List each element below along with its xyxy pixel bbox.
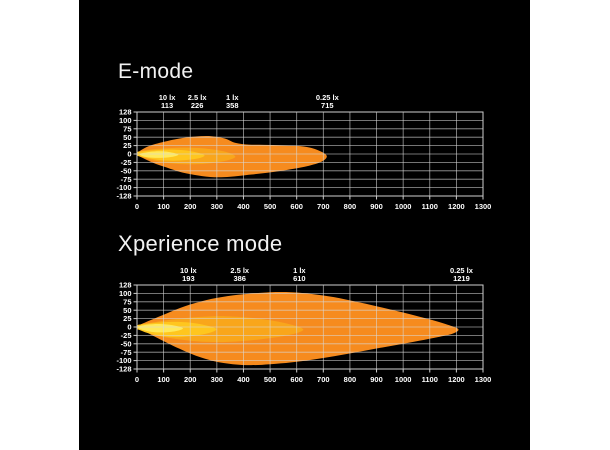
x-tick-label: 800 — [344, 202, 357, 211]
x-tick-label: 1200 — [448, 202, 465, 211]
lux-marker-10lx: 10 lx 113 — [159, 93, 177, 110]
x-tick-label: 1100 — [422, 375, 438, 384]
beam-chart-svg: 0 100 200 300 400 500 600 700 800 900 1000 1100 1200… — [116, 266, 491, 384]
y-tick-label: -50 — [121, 339, 132, 348]
x-axis-labels: 0 100 200 300 400 500 600 700 800 900 1000 1100 1200… — [135, 375, 491, 384]
x-tick-label: 300 — [211, 375, 224, 384]
x-tick-label: 900 — [370, 202, 383, 211]
x-tick-label: 700 — [317, 375, 330, 384]
lux-marker-025lx: 0.25 lx 1219 — [450, 266, 474, 283]
y-tick-label: 128 — [119, 281, 132, 290]
y-tick-label: 128 — [119, 108, 132, 117]
x-tick-label: 0 — [135, 375, 139, 384]
y-tick-label: 0 — [127, 150, 131, 159]
beam-contour-10lx — [137, 323, 183, 333]
x-tick-label: 1300 — [475, 202, 492, 211]
x-tick-label: 400 — [237, 202, 250, 211]
x-tick-label: 500 — [264, 375, 277, 384]
y-tick-label: 75 — [123, 297, 131, 306]
chart-title-xperience-mode: Xperience mode — [118, 231, 283, 256]
y-tick-label: -128 — [116, 365, 131, 374]
lux-marker-25lx: 2.5 lx 226 — [188, 93, 208, 110]
x-tick-label: 500 — [264, 202, 277, 211]
chart-title-e-mode: E-mode — [118, 60, 194, 83]
x-tick-label: 700 — [317, 202, 330, 211]
y-tick-label: -75 — [121, 175, 132, 184]
x-tick-label: 800 — [344, 375, 357, 384]
x-tick-label: 600 — [290, 375, 303, 384]
y-tick-label: 75 — [123, 124, 131, 133]
lux-marker-1lx: 1 lx 610 — [293, 266, 306, 283]
axis-ticks — [133, 284, 484, 373]
y-tick-label: -100 — [116, 356, 131, 365]
x-tick-label: 1000 — [395, 202, 412, 211]
gridlines — [136, 111, 484, 197]
y-tick-label: -25 — [121, 331, 132, 340]
axis-ticks — [133, 111, 484, 200]
beam-chart-svg: 0 100 200 300 400 500 600 700 800 900 1000 1100 1200… — [116, 93, 491, 211]
y-tick-label: 50 — [123, 133, 131, 142]
x-tick-label: 900 — [370, 375, 383, 384]
x-tick-label: 200 — [184, 202, 197, 211]
x-tick-label: 400 — [237, 375, 250, 384]
x-axis-labels: 0 100 200 300 400 500 600 700 800 900 1000 1100 1200… — [135, 202, 491, 211]
x-tick-label: 0 — [135, 202, 139, 211]
x-tick-label: 300 — [211, 202, 224, 211]
lux-markers: 10 lx 113 2.5 lx 226 1 lx 358 0.25 lx 715 — [159, 93, 340, 110]
e-mode-beam-chart: 0 100 200 300 400 500 600 700 800 900 1000 1100 1200… — [85, 92, 497, 214]
y-tick-label: -100 — [116, 183, 131, 192]
beam-diagram-panel: E-mode 0 100 200 300 400 500 600 700 800 900 1000 1… — [79, 0, 530, 450]
x-tick-label: 100 — [157, 202, 170, 211]
lux-marker-25lx: 2.5 lx 386 — [230, 266, 250, 283]
beam-contour-10lx — [139, 151, 179, 158]
y-tick-label: 100 — [119, 289, 132, 298]
x-tick-label: 1100 — [422, 202, 438, 211]
x-tick-label: 200 — [184, 375, 197, 384]
xperience-mode-beam-chart: 0 100 200 300 400 500 600 700 800 900 1000 1100 1200… — [85, 265, 497, 387]
y-tick-label: -50 — [121, 166, 132, 175]
lux-marker-1lx: 1 lx 358 — [226, 93, 239, 110]
x-tick-label: 100 — [157, 375, 170, 384]
y-tick-label: 25 — [123, 141, 131, 150]
y-tick-label: 25 — [123, 314, 131, 323]
x-tick-label: 600 — [290, 202, 303, 211]
y-tick-label: -75 — [121, 348, 132, 357]
y-tick-label: 50 — [123, 306, 131, 315]
x-tick-label: 1300 — [475, 375, 492, 384]
lux-marker-025lx: 0.25 lx 715 — [316, 93, 340, 110]
x-tick-label: 1200 — [448, 375, 465, 384]
beam-contours — [137, 136, 327, 178]
y-tick-label: 100 — [119, 116, 132, 125]
lux-marker-10lx: 10 lx 193 — [180, 266, 198, 283]
x-tick-label: 1000 — [395, 375, 412, 384]
y-tick-label: 0 — [127, 323, 131, 332]
y-tick-label: -25 — [121, 158, 132, 167]
lux-markers: 10 lx 193 2.5 lx 386 1 lx 610 0.25 lx 1219 — [180, 266, 474, 283]
y-tick-label: -128 — [116, 192, 131, 201]
